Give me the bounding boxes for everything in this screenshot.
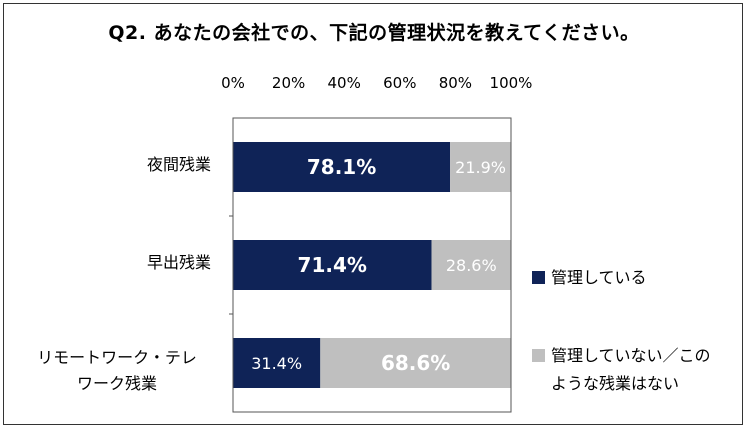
data-label: 31.4%: [251, 354, 302, 373]
x-tick-label: 80%: [439, 74, 472, 92]
data-label: 28.6%: [446, 256, 497, 275]
data-label: 78.1%: [307, 155, 376, 179]
bar-not-managed: [450, 142, 511, 192]
bar-managed: [233, 240, 432, 290]
chart-frame: [3, 3, 743, 425]
category-label: リモートワーク・テレ ワーク残業: [22, 345, 212, 397]
legend-label: 管理している: [551, 268, 647, 287]
bar-managed: [233, 338, 321, 388]
x-tick-label: 0%: [221, 74, 245, 92]
plot-area-border: [232, 117, 512, 413]
category-label: 早出残業: [0, 250, 211, 276]
category-label: 夜間残業: [0, 152, 211, 178]
x-tick-label: 100%: [490, 74, 533, 92]
legend-item: 管理していない／この ような残業はない: [532, 342, 711, 398]
category-label-line: リモートワーク・テレ: [37, 348, 197, 367]
category-label-line: 早出残業: [146, 253, 211, 272]
legend-label: 管理していない／この: [551, 346, 711, 365]
x-tick-label: 60%: [383, 74, 416, 92]
x-tick-label: 20%: [272, 74, 305, 92]
x-tick-label: 40%: [328, 74, 361, 92]
chart-title: Q2. あなたの会社での、下記の管理状況を教えてください。: [108, 22, 640, 44]
bar-not-managed: [320, 338, 511, 388]
legend-swatch: [532, 349, 545, 362]
data-label: 68.6%: [381, 351, 450, 375]
legend-swatch: [532, 271, 545, 284]
category-label-line: ワーク残業: [76, 374, 157, 393]
legend-item: 管理している: [532, 264, 647, 292]
data-label: 71.4%: [298, 253, 367, 277]
category-label-line: 夜間残業: [146, 155, 211, 174]
bar-managed: [233, 142, 451, 192]
data-label: 21.9%: [455, 158, 506, 177]
bar-not-managed: [431, 240, 511, 290]
legend-label: ような残業はない: [551, 374, 680, 393]
